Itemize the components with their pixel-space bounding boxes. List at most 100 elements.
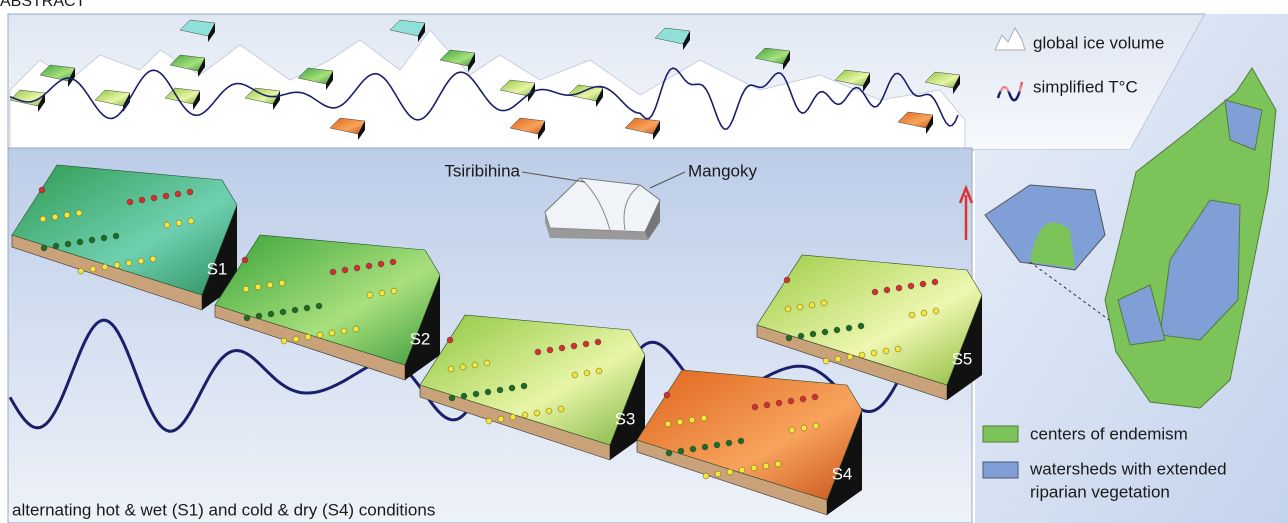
vegetation: [266, 281, 274, 289]
stage-label: S5: [952, 349, 973, 368]
vegetation: [582, 340, 590, 348]
legend-label: riparian vegetation: [1030, 482, 1170, 501]
mini-side: [926, 115, 933, 134]
vegetation: [822, 357, 830, 365]
vegetation: [484, 388, 492, 396]
vegetation: [329, 268, 337, 276]
vegetation: [138, 196, 146, 204]
landscapes: S1 S2 S3 S4 S5: [11, 164, 983, 516]
vegetation: [882, 347, 890, 355]
vegetation: [483, 359, 491, 367]
vegetation: [100, 234, 108, 242]
ice-volume: [9, 29, 966, 151]
vegetation: [64, 240, 72, 248]
vegetation: [459, 363, 467, 371]
vegetation: [713, 441, 721, 449]
vegetation: [834, 355, 842, 363]
vegetation: [676, 418, 684, 426]
mini-side: [193, 91, 200, 110]
vegetation: [316, 331, 324, 339]
stage-label: S1: [207, 259, 228, 278]
vegetation: [243, 314, 251, 322]
mini-side: [596, 88, 603, 107]
vegetation: [75, 209, 83, 217]
vegetation: [920, 309, 928, 317]
vegetation: [242, 285, 250, 293]
landscape-top: [214, 234, 441, 366]
legend-label: watersheds with extended: [1029, 459, 1227, 478]
vegetation: [702, 472, 710, 480]
vegetation: [557, 405, 565, 413]
vegetation: [485, 417, 493, 425]
vegetation: [845, 324, 853, 332]
vegetation: [558, 344, 566, 352]
vegetation: [38, 186, 46, 194]
title: ABSTRACT: [0, 0, 86, 10]
vegetation: [784, 305, 792, 313]
vegetation: [738, 466, 746, 474]
mini-side: [863, 73, 870, 92]
mini-side: [208, 23, 215, 42]
legend-swatch: [982, 425, 1019, 443]
vegetation: [846, 353, 854, 361]
vegetation: [751, 403, 759, 411]
river-label: Tsiribihina: [444, 161, 520, 180]
vegetation: [908, 311, 916, 319]
vegetation: [763, 401, 771, 409]
vegetation: [76, 238, 84, 246]
legend-label: centers of endemism: [1030, 424, 1188, 443]
stage-label: S2: [410, 329, 431, 348]
vegetation: [725, 439, 733, 447]
vegetation: [448, 394, 456, 402]
mini-side: [783, 51, 790, 70]
vegetation: [796, 303, 804, 311]
vegetation: [677, 447, 685, 455]
vegetation: [664, 420, 672, 428]
vegetation: [919, 280, 927, 288]
vegetation: [328, 329, 336, 337]
vegetation: [101, 263, 109, 271]
vegetation: [811, 393, 819, 401]
vegetation: [390, 287, 398, 295]
vegetation: [775, 399, 783, 407]
vegetation: [89, 265, 97, 273]
vegetation: [365, 262, 373, 270]
river-label: Mangoky: [688, 161, 757, 180]
vegetation: [378, 289, 386, 297]
legend-label: global ice volume: [1033, 33, 1164, 52]
vegetation: [833, 326, 841, 334]
mini-side: [953, 75, 960, 94]
vegetation: [39, 215, 47, 223]
vegetation: [783, 276, 791, 284]
stage-label: S3: [615, 409, 636, 428]
vegetation: [280, 337, 288, 345]
landscape-top: [419, 314, 646, 446]
vegetation: [304, 333, 312, 341]
vegetation: [799, 395, 807, 403]
vegetation: [726, 468, 734, 476]
vegetation: [583, 369, 591, 377]
vegetation: [77, 267, 85, 275]
mini-side: [683, 31, 690, 50]
vegetation: [174, 190, 182, 198]
vegetation: [787, 397, 795, 405]
vegetation: [447, 365, 455, 373]
vegetation: [907, 282, 915, 290]
vegetation: [292, 335, 300, 343]
vegetation: [774, 460, 782, 468]
vegetation: [113, 261, 121, 269]
watershed: [1224, 99, 1263, 151]
vegetation: [665, 449, 673, 457]
vegetation: [125, 259, 133, 267]
watershed: [1117, 284, 1166, 346]
mini-side: [68, 68, 75, 87]
vegetation: [762, 462, 770, 470]
vegetation: [353, 264, 361, 272]
legend-label: simplified T°C: [1033, 77, 1138, 96]
vegetation: [149, 255, 157, 263]
vegetation: [460, 392, 468, 400]
mini-side: [326, 71, 333, 90]
vegetation: [800, 424, 808, 432]
vegetation: [932, 307, 940, 315]
